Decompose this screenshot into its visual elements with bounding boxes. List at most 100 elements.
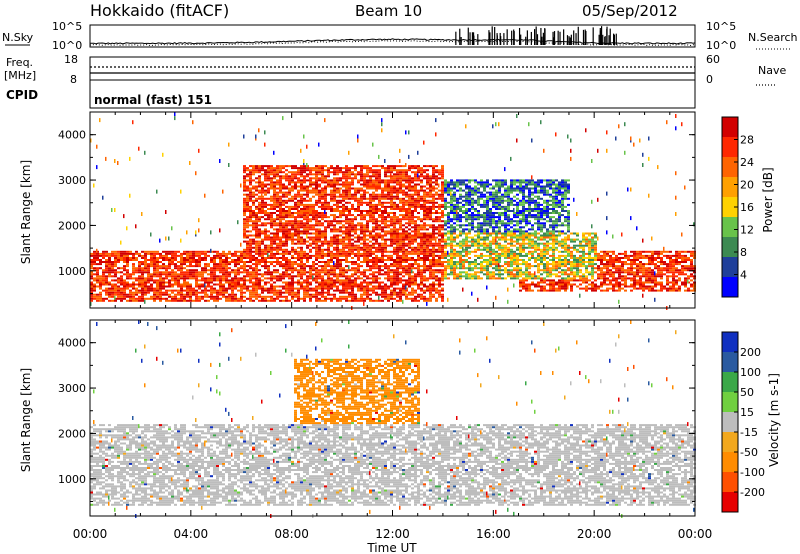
power-cell (360, 254, 363, 257)
power-cell (273, 299, 276, 302)
power-cell (285, 201, 288, 204)
power-cell (249, 257, 252, 259)
power-cell (444, 232, 447, 235)
power-cell (195, 275, 198, 278)
power-cell (201, 279, 204, 282)
power-cell (282, 259, 285, 261)
power-cell (291, 181, 294, 184)
power-cell (303, 187, 306, 190)
station-title: Hokkaido (fitACF) (90, 1, 229, 20)
power-cell (360, 252, 363, 255)
power-cell (348, 177, 351, 180)
power-cell (204, 265, 207, 268)
power-cell (156, 252, 159, 255)
power-cell (270, 212, 273, 214)
power-cell (273, 240, 276, 243)
power-cell (246, 167, 249, 170)
power-cell (426, 265, 429, 268)
power-cell (183, 297, 186, 300)
power-cell (468, 246, 471, 249)
power-cell (255, 232, 258, 235)
power-cell (288, 263, 291, 266)
power-cell (366, 295, 369, 298)
power-cell (465, 232, 468, 235)
power-cell (249, 195, 252, 198)
power-cell (345, 169, 348, 172)
power-cell (471, 236, 474, 239)
power-cell (285, 283, 288, 286)
power-cell (96, 259, 99, 261)
power-cell (243, 275, 246, 278)
power-cell (321, 171, 324, 174)
power-cell (384, 263, 387, 266)
power-cell (444, 201, 447, 204)
power-cell (336, 189, 339, 192)
power-cell (474, 181, 477, 184)
power-cell (438, 218, 441, 221)
power-cell (273, 171, 276, 174)
power-cell (396, 238, 399, 241)
power-cell (420, 238, 423, 241)
power-cell (375, 277, 378, 280)
power-cell (144, 265, 147, 268)
power-cell (357, 269, 360, 272)
power-cell (312, 183, 315, 186)
power-cell (309, 212, 312, 214)
power-cell (339, 250, 342, 253)
power-cell (300, 259, 303, 261)
power-cell (402, 203, 405, 206)
power-cell (264, 189, 267, 192)
power-cell (402, 208, 405, 210)
power-cell (327, 293, 330, 296)
power-cell (429, 195, 432, 198)
power-cell (408, 222, 411, 225)
power-cell (252, 222, 255, 225)
power-cell (189, 273, 192, 276)
power-cell (273, 181, 276, 184)
power-cell (129, 291, 132, 294)
power-cell (390, 195, 393, 198)
power-cell (270, 197, 273, 200)
power-cell (123, 254, 126, 257)
power-cell (246, 269, 249, 272)
power-cell (366, 291, 369, 294)
power-cell (429, 183, 432, 186)
power-cell (228, 293, 231, 296)
power-cell (219, 281, 222, 284)
power-cell (411, 205, 414, 208)
power-cell (387, 267, 390, 270)
cpid-value: normal (fast) 151 (94, 93, 212, 107)
power-cell (423, 250, 426, 253)
power-cell (246, 226, 249, 229)
power-cell (126, 261, 129, 263)
power-cell (249, 240, 252, 243)
power-cell (264, 177, 267, 180)
power-speckle (264, 130, 266, 135)
power-cell (285, 238, 288, 241)
power-cell (288, 222, 291, 225)
power-speckle (390, 173, 392, 178)
power-cell (381, 291, 384, 294)
power-cell (414, 205, 417, 208)
power-cell (309, 181, 312, 184)
power-cell (312, 238, 315, 241)
power-cell (357, 277, 360, 280)
power-cell (105, 259, 108, 261)
power-cell (267, 271, 270, 274)
power-cell (420, 277, 423, 280)
power-cell (441, 169, 444, 172)
power-cell (381, 222, 384, 225)
power-cell (426, 187, 429, 190)
power-cell (177, 281, 180, 284)
power-cell (312, 167, 315, 170)
power-cell (399, 197, 402, 200)
power-cell (294, 281, 297, 284)
power-cell (348, 210, 351, 212)
power-cell (222, 263, 225, 266)
power-cell (438, 238, 441, 241)
power-cell (393, 214, 396, 217)
power-cell (420, 167, 423, 170)
power-cell (234, 254, 237, 257)
power-cell (354, 279, 357, 282)
power-cell (387, 285, 390, 288)
